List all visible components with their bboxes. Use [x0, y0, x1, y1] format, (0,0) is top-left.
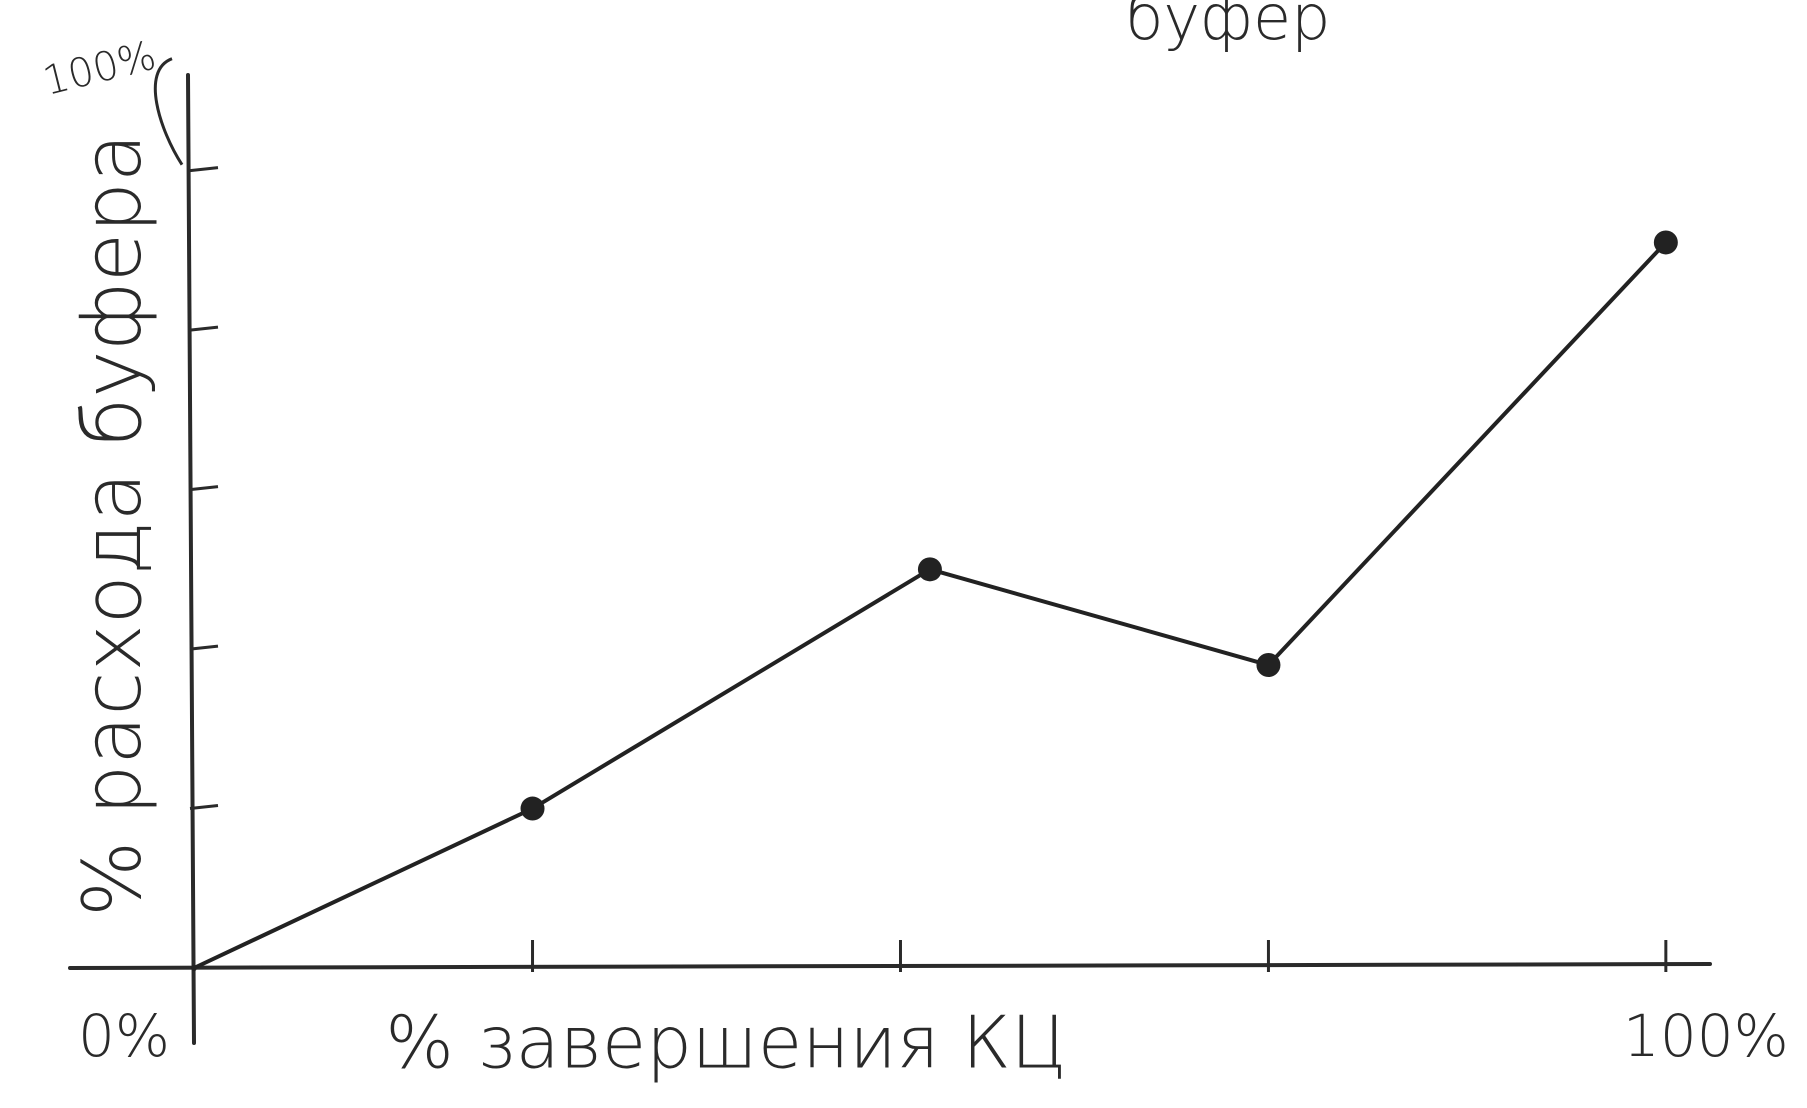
data-point — [521, 797, 545, 821]
x-axis-label: % завершения КЦ — [385, 1001, 1066, 1085]
y-tick-label: 100% — [38, 33, 160, 105]
y-tick — [190, 487, 218, 490]
x-tick-label: 100% — [1623, 1002, 1789, 1070]
y-tick — [190, 646, 218, 649]
data-point — [1654, 230, 1678, 254]
y-tick — [190, 168, 218, 171]
data-point — [1256, 653, 1280, 677]
data-point — [191, 965, 197, 971]
y-axis — [188, 75, 194, 1043]
x-axis — [70, 964, 1710, 968]
y-axis-label: % расхода буфера — [66, 133, 159, 917]
chart-title: буфер — [1125, 0, 1330, 54]
y-tick — [190, 327, 218, 330]
data-point — [918, 557, 942, 581]
x-tick-label: 0% — [78, 1002, 170, 1070]
data-line — [194, 242, 1666, 968]
